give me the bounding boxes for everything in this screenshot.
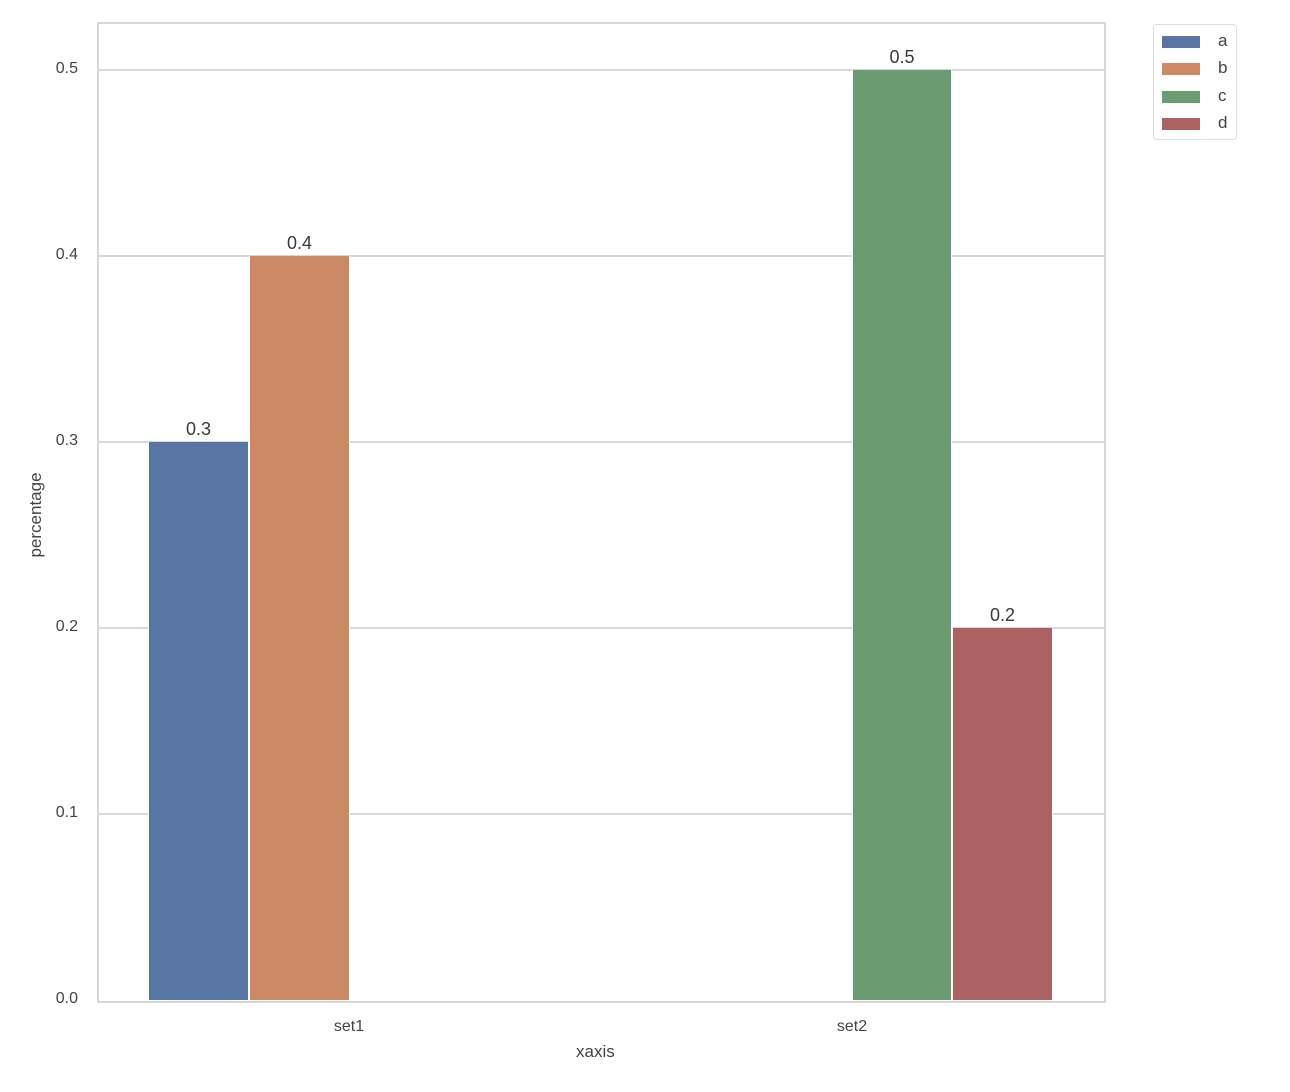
legend-item-c: c <box>1162 86 1232 106</box>
bar-value-label-b: 0.4 <box>286 233 313 253</box>
legend-swatch-b <box>1162 63 1200 75</box>
y-tick-label: 0.0 <box>55 990 78 1007</box>
legend: a b c d <box>1153 24 1237 140</box>
legend-label-c: c <box>1218 86 1227 105</box>
gridline <box>97 813 1104 815</box>
x-tick-set2: set2 <box>836 1018 868 1035</box>
x-axis-label: xaxis <box>576 1042 615 1061</box>
gridline <box>97 255 1104 257</box>
legend-swatch-a <box>1162 36 1200 48</box>
x-tick-set1: set1 <box>333 1018 365 1035</box>
y-tick-label: 0.1 <box>55 804 78 821</box>
legend-swatch-c <box>1162 91 1200 103</box>
gridline <box>97 441 1104 443</box>
bar-value-label-d: 0.2 <box>989 605 1016 625</box>
y-tick-label: 0.3 <box>55 432 78 449</box>
bar-value-label-a: 0.3 <box>185 419 212 439</box>
gridline <box>97 627 1104 629</box>
legend-label-a: a <box>1218 31 1228 50</box>
legend-label-d: d <box>1218 113 1228 132</box>
y-axis-label: percentage <box>26 472 45 558</box>
y-tick-label: 0.5 <box>55 60 78 77</box>
bar-value-label-c: 0.5 <box>889 47 915 67</box>
bar-b <box>249 256 350 1000</box>
bar-a <box>148 442 249 1000</box>
legend-item-b: b <box>1162 58 1232 78</box>
legend-label-b: b <box>1218 58 1228 77</box>
legend-swatch-d <box>1162 118 1200 130</box>
y-tick-label: 0.4 <box>55 246 78 263</box>
legend-item-a: a <box>1162 31 1232 51</box>
gridline <box>97 69 1104 71</box>
bar-d <box>952 628 1053 1000</box>
bar-c <box>852 70 952 1000</box>
legend-item-d: d <box>1162 113 1232 133</box>
y-tick-label: 0.2 <box>55 618 78 635</box>
